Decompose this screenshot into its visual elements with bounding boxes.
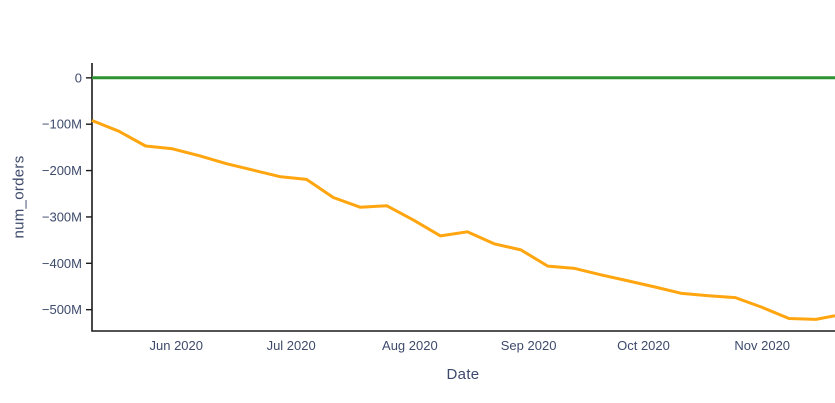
x-tick-label: Sep 2020 <box>501 338 557 353</box>
y-tick-label: −100M <box>42 117 82 132</box>
y-tick-label: −300M <box>42 209 82 224</box>
y-tick-label: 0 <box>75 70 82 85</box>
x-tick-label: Oct 2020 <box>617 338 670 353</box>
y-tick-label: −400M <box>42 256 82 271</box>
x-axis-title: Date <box>446 366 480 383</box>
y-axis-title: num_orders <box>10 155 28 239</box>
x-tick-label: Jul 2020 <box>267 338 316 353</box>
axis-spine <box>91 63 835 332</box>
x-tick-label: Aug 2020 <box>382 338 438 353</box>
x-tick-label: Nov 2020 <box>734 338 790 353</box>
y-tick-label: −200M <box>42 163 82 178</box>
y-tick-label: −500M <box>42 302 82 317</box>
x-tick-label: Jun 2020 <box>150 338 204 353</box>
series-line-num_orders <box>91 119 835 321</box>
